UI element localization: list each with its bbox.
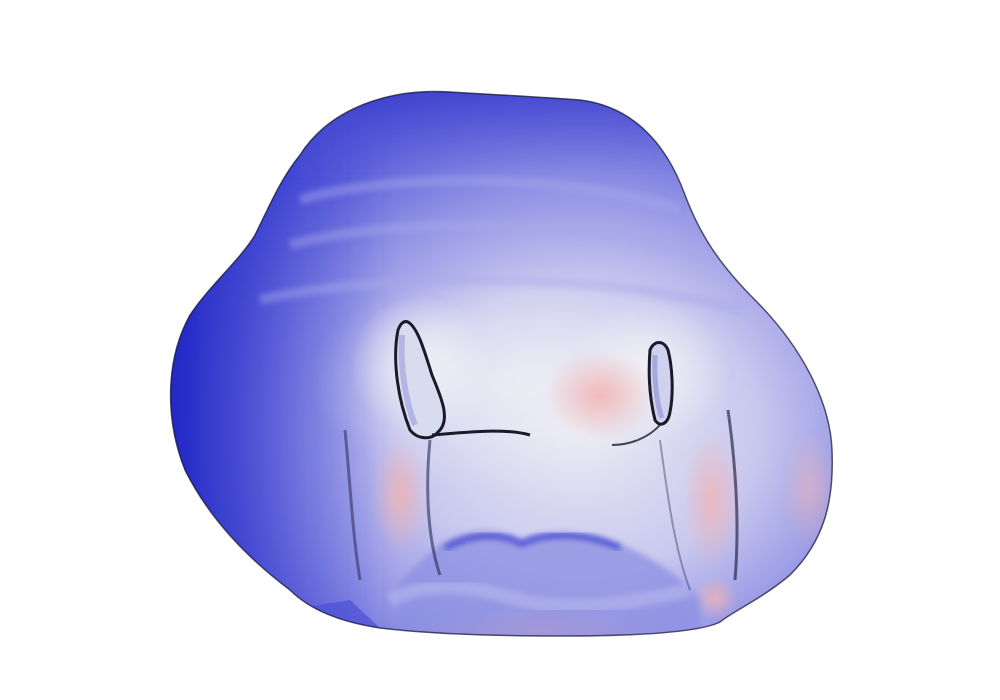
left-cavity — [394, 320, 531, 440]
right-cavity — [611, 341, 674, 446]
mesh-outline — [169, 90, 834, 637]
